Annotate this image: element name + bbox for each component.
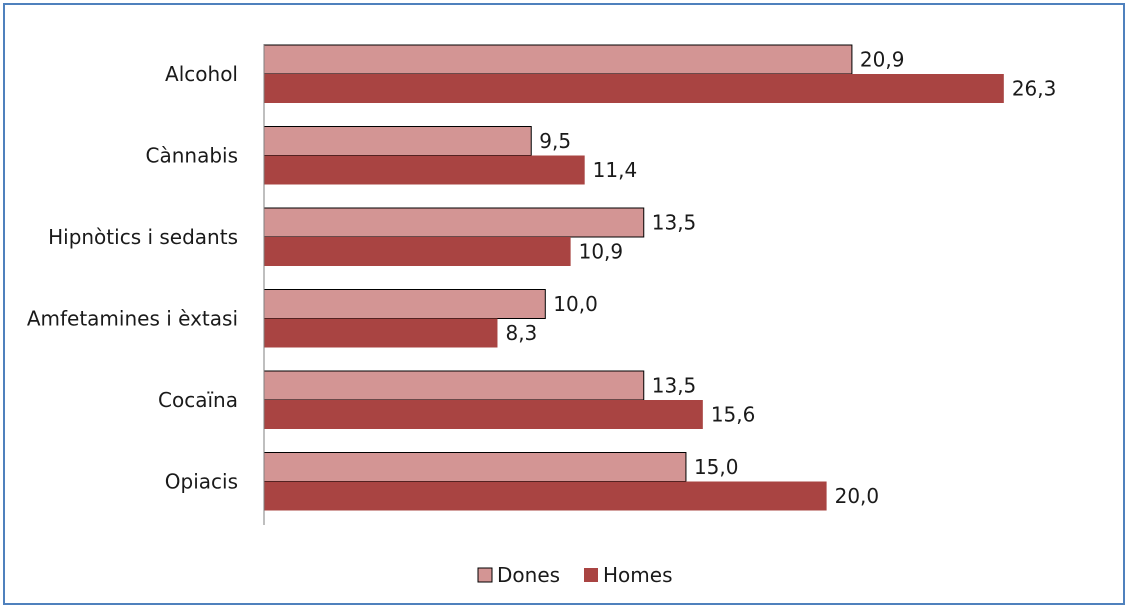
- value-label-homes-alcohol: 26,3: [1012, 77, 1057, 101]
- value-label-dones-cocaina: 13,5: [652, 374, 697, 398]
- legend-label-dones: Dones: [497, 563, 560, 587]
- legend-swatch-homes: [584, 568, 598, 582]
- value-label-homes-cannabis: 11,4: [593, 158, 638, 182]
- bar-homes-hipnotics-i-sedants: [264, 237, 571, 266]
- category-label-cannabis: Cànnabis: [146, 144, 239, 168]
- bar-homes-amfetamines-i-extasi: [264, 318, 498, 348]
- value-label-homes-hipnotics-i-sedants: 10,9: [579, 240, 624, 264]
- bar-homes-cannabis: [264, 155, 585, 185]
- bar-homes-opiacis: [264, 481, 827, 511]
- bar-dones-hipnotics-i-sedants: [263, 207, 645, 238]
- category-label-hipnotics-i-sedants: Hipnòtics i sedants: [48, 225, 238, 249]
- bar-dones-amfetamines-i-extasi: [263, 289, 546, 319]
- legend-swatch-dones: [477, 567, 493, 583]
- value-label-homes-cocaina: 15,6: [711, 403, 756, 427]
- value-label-dones-opiacis: 15,0: [694, 455, 739, 479]
- value-label-dones-amfetamines-i-extasi: 10,0: [553, 292, 598, 316]
- bar-dones-opiacis: [263, 452, 687, 482]
- bar-dones-cocaina: [263, 370, 645, 401]
- legend: Dones Homes: [477, 563, 672, 587]
- value-label-dones-hipnotics-i-sedants: 13,5: [652, 211, 697, 235]
- bar-homes-cocaina: [264, 400, 703, 429]
- value-label-homes-opiacis: 20,0: [835, 484, 880, 508]
- category-label-cocaina: Cocaïna: [158, 388, 238, 412]
- category-label-opiacis: Opiacis: [165, 470, 238, 494]
- plot-area: Alcohol 20,9 26,3 Cànnabis 9,5 11,4 Hipnòtics …: [27, 44, 1057, 511]
- bar-dones-cannabis: [263, 126, 532, 156]
- value-label-homes-amfetamines-i-extasi: 8,3: [505, 321, 537, 345]
- category-label-amfetamines-i-extasi: Amfetamines i èxtasi: [27, 307, 238, 331]
- category-label-alcohol: Alcohol: [165, 62, 238, 86]
- value-label-dones-cannabis: 9,5: [539, 129, 571, 153]
- value-label-dones-alcohol: 20,9: [860, 48, 905, 72]
- bar-dones-alcohol: [263, 44, 853, 75]
- bar-homes-alcohol: [264, 74, 1004, 103]
- legend-label-homes: Homes: [603, 563, 672, 587]
